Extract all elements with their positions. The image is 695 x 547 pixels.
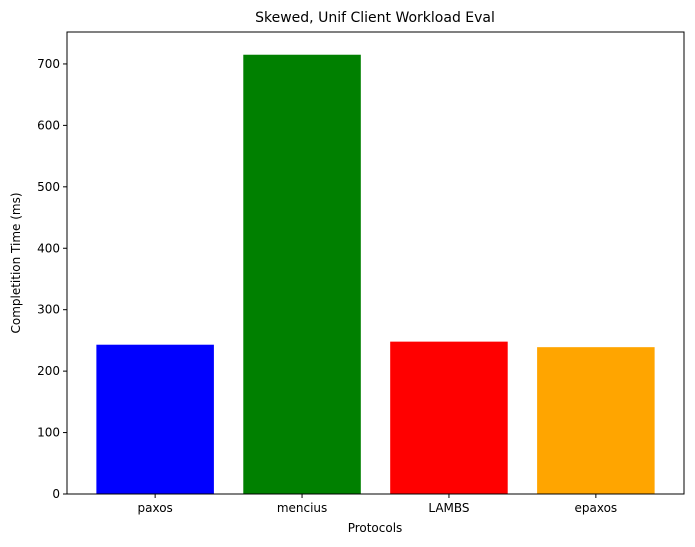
bar-paxos xyxy=(96,344,214,494)
chart-title: Skewed, Unif Client Workload Eval xyxy=(255,10,495,26)
x-tick-label: mencius xyxy=(277,501,327,515)
y-axis-label: Completition Time (ms) xyxy=(9,192,23,333)
bar-epaxos xyxy=(537,347,655,494)
bar-mencius xyxy=(243,54,361,494)
x-tick-label: paxos xyxy=(137,501,172,515)
y-tick-label: 300 xyxy=(37,303,60,317)
y-tick-label: 600 xyxy=(37,118,60,132)
x-tick-label: LAMBS xyxy=(428,501,469,515)
y-axis: 0 100 200 300 400 500 600 700 xyxy=(37,57,67,501)
x-tick-label: epaxos xyxy=(575,501,618,515)
y-tick-label: 200 xyxy=(37,364,60,378)
x-axis-label: Protocols xyxy=(348,521,403,535)
y-tick-label: 0 xyxy=(52,487,60,501)
y-tick-label: 100 xyxy=(37,426,60,440)
plot-frame xyxy=(66,31,685,495)
x-axis: paxos mencius LAMBS epaxos xyxy=(137,494,617,515)
bar-lambs xyxy=(390,341,508,494)
bars-group xyxy=(96,54,655,494)
y-tick-label: 700 xyxy=(37,57,60,71)
y-tick-label: 500 xyxy=(37,180,60,194)
y-tick-label: 400 xyxy=(37,241,60,255)
